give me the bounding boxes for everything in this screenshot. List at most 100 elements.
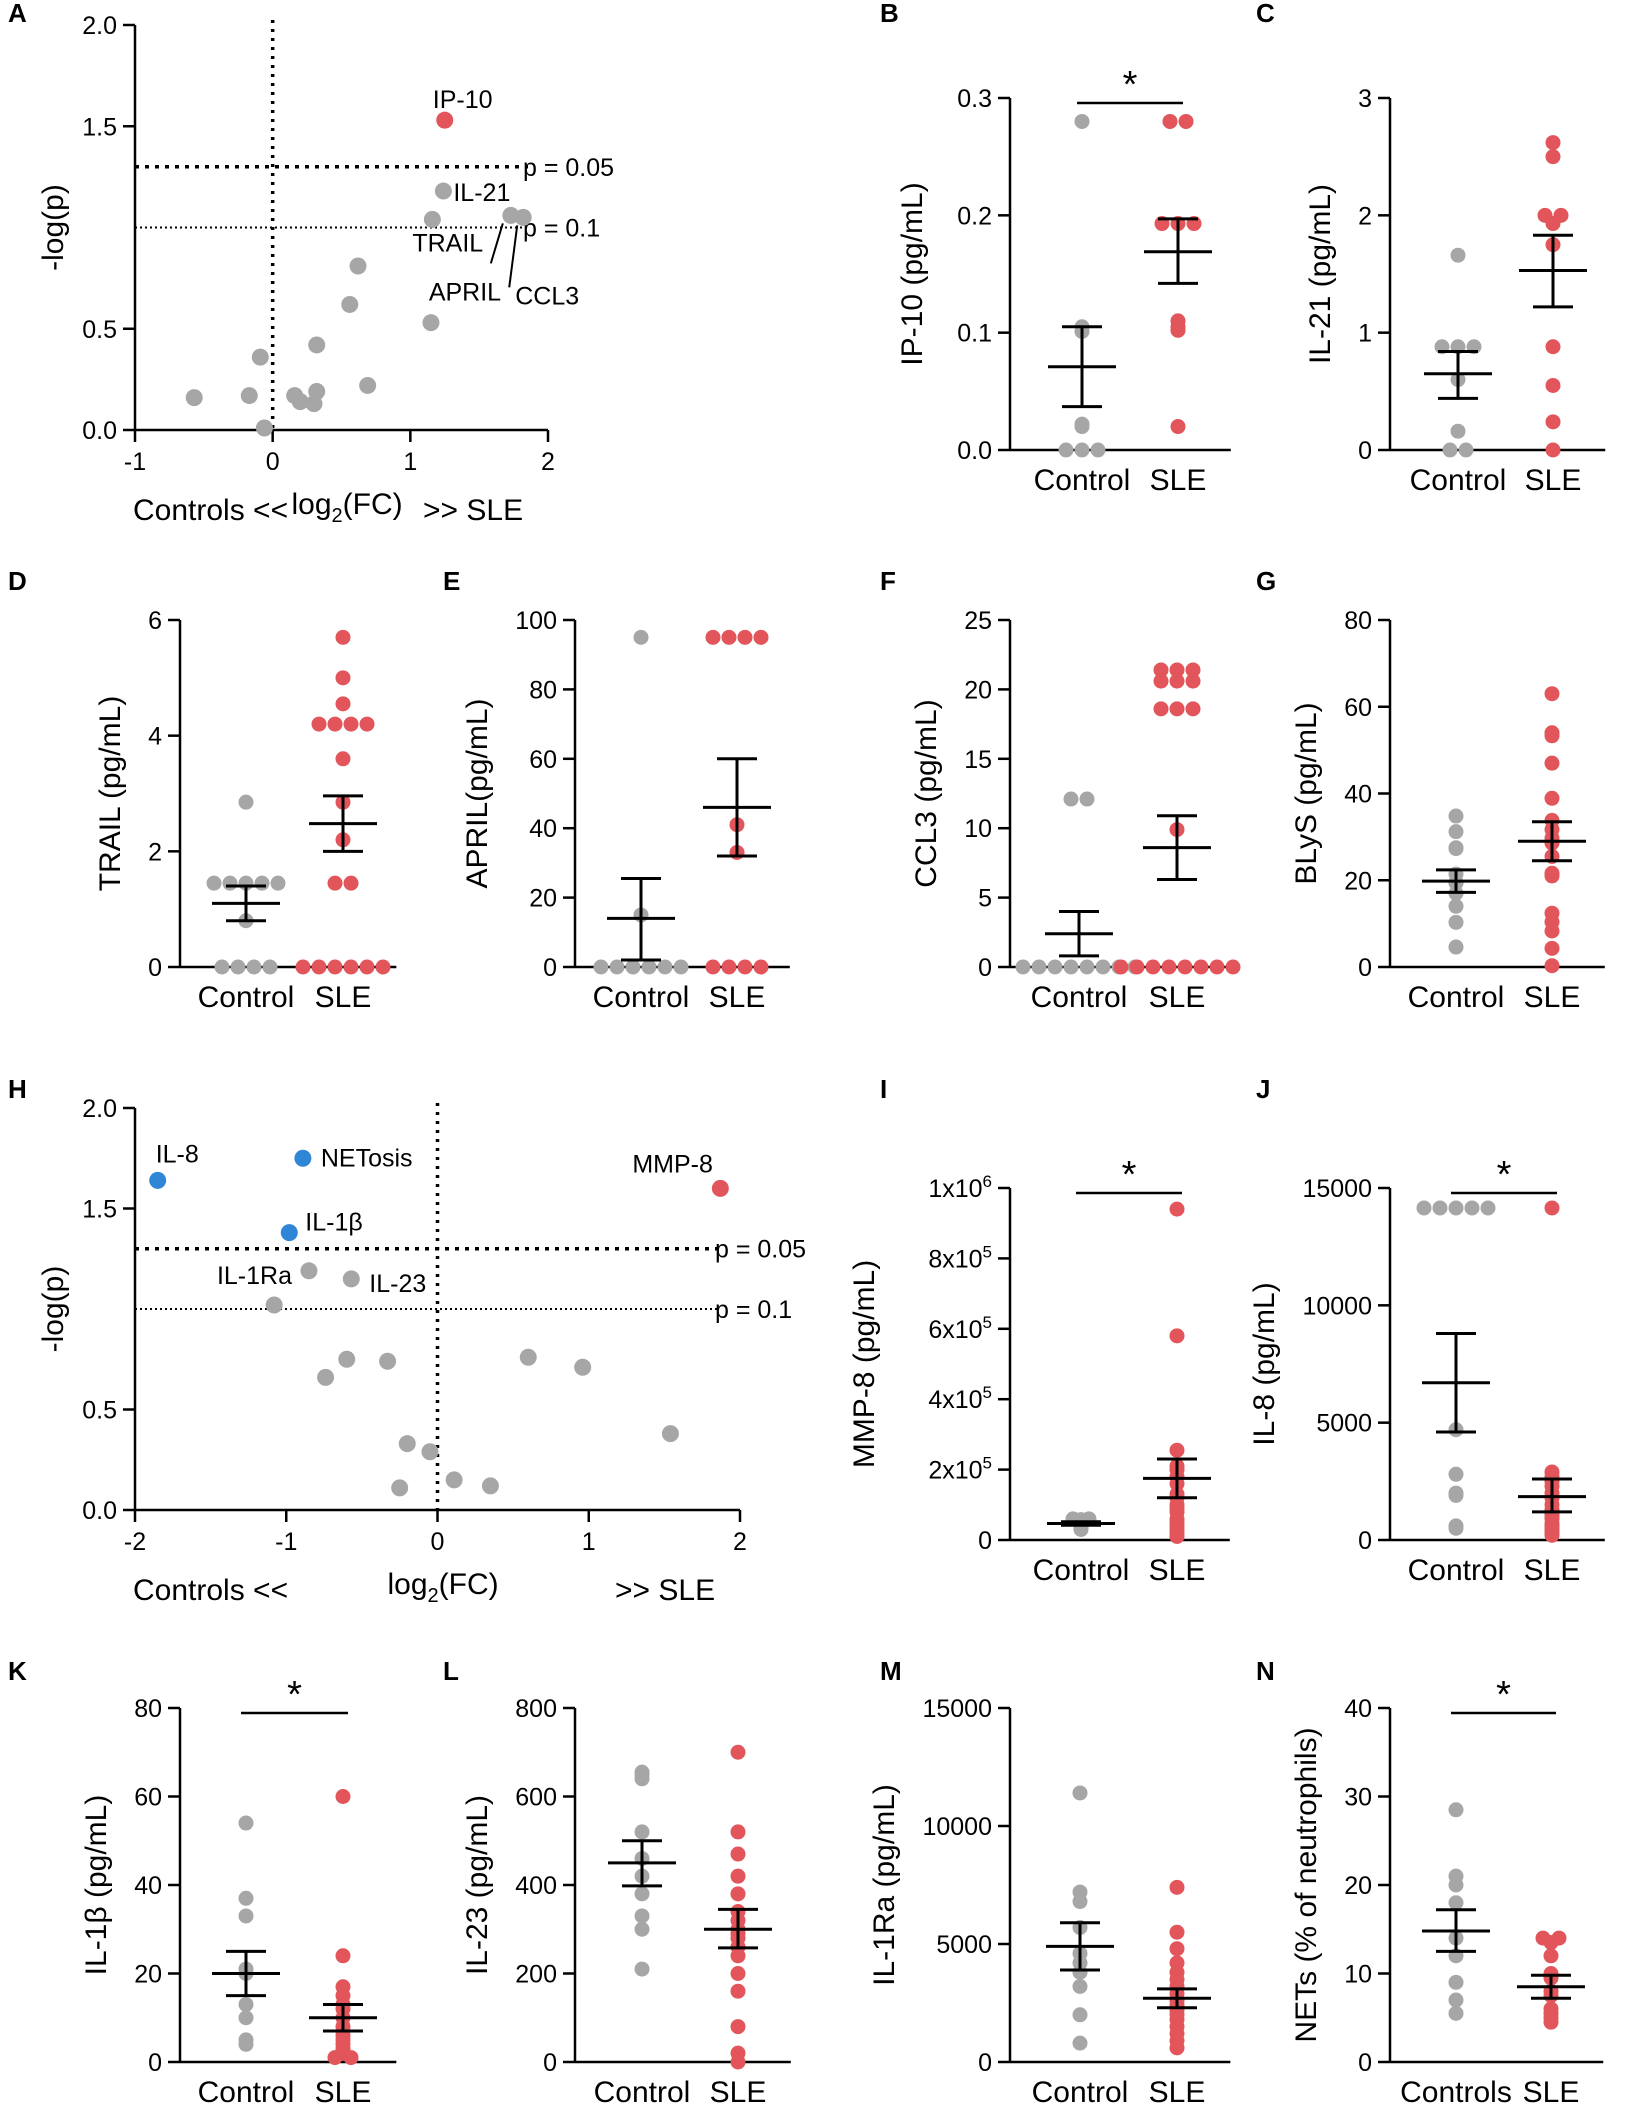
data-point [721,959,737,975]
data-point [1544,1200,1560,1216]
y-tick-label: 40 [1344,1695,1372,1723]
y-tick-label: 0 [148,2049,162,2077]
category-label: SLE [315,2076,372,2108]
dot-plot-N: 0 10 20 30 40 NETs (% of neutrophils) Controls… [1290,1674,1604,2108]
significance-star: * [1496,1674,1511,1716]
y-tick-label: 2.0 [82,12,117,40]
y-tick-label: 60 [1344,694,1372,722]
data-point [1450,247,1466,263]
y-tick-label: 5000 [936,1931,992,1959]
data-point [737,629,753,645]
data-point [634,1921,650,1937]
panel-label: I [880,1074,887,1104]
data-point [1416,1200,1432,1216]
data-point [359,959,375,975]
dot-plot-C: 0 1 2 3 IL-21 (pg/mL) Control SLE [1304,85,1606,497]
data-point [238,2010,254,2026]
y-tick-label: 0 [978,1527,992,1555]
y-tick-label: 800 [515,1695,557,1723]
threshold-label: p = 0.05 [715,1236,806,1264]
dot-plot-J: 0 5000 10000 15000 IL-8 (pg/mL) Control SLE * [1248,1154,1605,1587]
data-point [1074,442,1090,458]
data-point [335,696,351,712]
data-point [519,1348,537,1366]
data-point [1058,442,1074,458]
data-point [1170,419,1186,435]
data-point [327,2050,343,2066]
data-point [1545,216,1561,232]
category-label: Control [1034,464,1131,497]
data-point [1448,1485,1464,1501]
y-tick-label: 0.1 [957,320,992,348]
tick-mantissa: 2x10 [928,1457,982,1485]
data-point [206,875,222,891]
y-tick-label: 25 [964,607,992,635]
x-axis-label-log: log [292,488,332,521]
category-label: SLE [1149,2076,1206,2108]
data-point [1079,959,1095,975]
data-point [1448,1974,1464,1990]
data-point [481,1477,499,1495]
data-point [730,2019,746,2035]
y-tick-label: 2 [1358,202,1372,230]
data-point [730,1966,746,1981]
y-tick-label: 0.0 [957,437,992,465]
data-point [1225,959,1241,975]
data-point [1079,791,1095,807]
point-annotation: IL-23 [369,1270,426,1298]
data-point [240,387,258,405]
data-point [255,419,273,437]
data-point [149,1171,167,1189]
data-point [280,1224,298,1242]
y-tick-label: 15000 [1302,1175,1372,1203]
x-axis-label-sub: 2 [332,505,343,527]
data-point [335,670,351,686]
data-point [609,959,625,975]
data-point [341,295,359,313]
data-point [398,1435,416,1453]
data-point [238,1908,254,1924]
tick-exponent: 5 [983,1242,992,1261]
y-axis-label: IP-10 (pg/mL) [896,182,929,365]
data-point [359,376,377,394]
y-tick-label: 0.0 [82,417,117,445]
annotation-leader [489,223,504,264]
data-point [1448,1992,1464,2008]
significance-star: * [1123,64,1138,106]
y-tick-label: 1.5 [82,1196,117,1224]
data-point [1169,2040,1185,2056]
x-tick-label: -1 [124,448,146,476]
y-tick-label: 600 [515,1784,557,1812]
data-point [730,1886,746,1902]
data-point [1047,959,1063,975]
category-label: Control [198,981,295,1014]
data-point [1448,939,1464,955]
data-point [634,1824,650,1840]
y-tick-label: 0.5 [82,1397,117,1425]
data-point [730,1948,746,1964]
data-point [338,1350,356,1368]
data-point [262,959,278,975]
data-point [1153,662,1169,678]
category-label: SLE [1150,464,1207,497]
y-tick-label: 400 [515,1872,557,1900]
x-tick-label: 1 [403,448,417,476]
x-axis-label-fc: (FC) [343,488,403,521]
data-point [1545,442,1561,458]
y-tick-label: 30 [1344,1784,1372,1812]
point-annotation: IP-10 [433,86,493,114]
data-point [1074,113,1090,129]
panel-label: L [443,1656,459,1686]
data-point [238,1996,254,2012]
data-point [1442,442,1458,458]
tick-exponent: 6 [983,1172,992,1191]
y-tick-label: 200 [515,1961,557,1989]
dot-plot-L: 0 200 400 600 800 IL-23 (pg/mL) Control SLE [461,1695,791,2108]
x-axis-label-mid: log2(FC) [388,1568,499,1607]
data-point [1544,728,1560,744]
category-label: SLE [1524,1554,1581,1587]
panel-label: J [1256,1074,1270,1104]
category-label: Control [1033,1554,1130,1587]
data-point [379,1352,397,1370]
data-point [634,1886,650,1902]
